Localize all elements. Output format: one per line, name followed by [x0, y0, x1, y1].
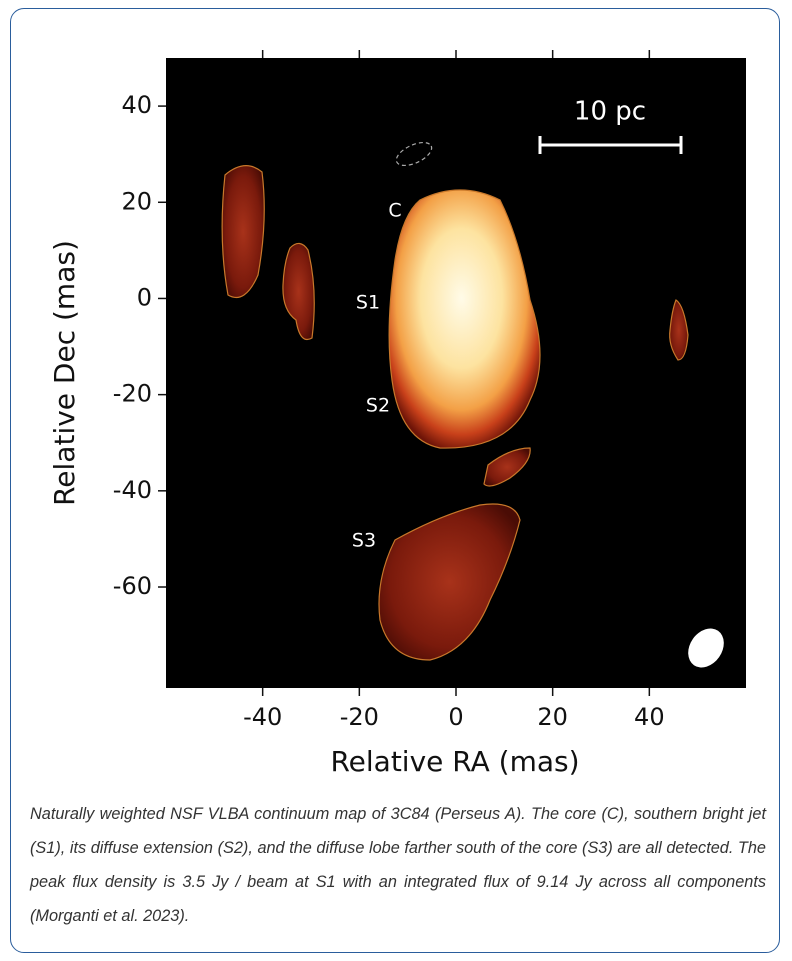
x-tick-label: 40 — [634, 703, 665, 731]
y-axis-label: Relative Dec (mas) — [48, 240, 81, 506]
annotation: S2 — [366, 395, 390, 417]
y-tick-label: 20 — [121, 187, 152, 215]
caption: Naturally weighted NSF VLBA continuum ma… — [30, 805, 766, 925]
x-tick-label: -20 — [340, 703, 379, 731]
annotation: C — [388, 200, 401, 222]
x-axis-label: Relative RA (mas) — [330, 745, 579, 778]
x-tick-label: -40 — [243, 703, 282, 731]
x-tick-label: 0 — [448, 703, 463, 731]
annotation: S1 — [356, 292, 380, 314]
beam — [688, 628, 724, 668]
y-tick-label: -60 — [113, 572, 152, 600]
x-tick-label: 20 — [537, 703, 568, 731]
y-tick-label: -20 — [113, 380, 152, 408]
scale-label: 10 pc — [574, 97, 646, 127]
figure-card — [10, 8, 780, 953]
annotation: S3 — [352, 530, 376, 552]
y-tick-label: 0 — [137, 283, 152, 311]
chart: 10 pc C S1 S2 S3 Relative RA (mas) Relat… — [48, 50, 746, 778]
y-tick-label: -40 — [113, 476, 152, 504]
y-tick-label: 40 — [121, 91, 152, 119]
map-emission — [221, 141, 689, 661]
